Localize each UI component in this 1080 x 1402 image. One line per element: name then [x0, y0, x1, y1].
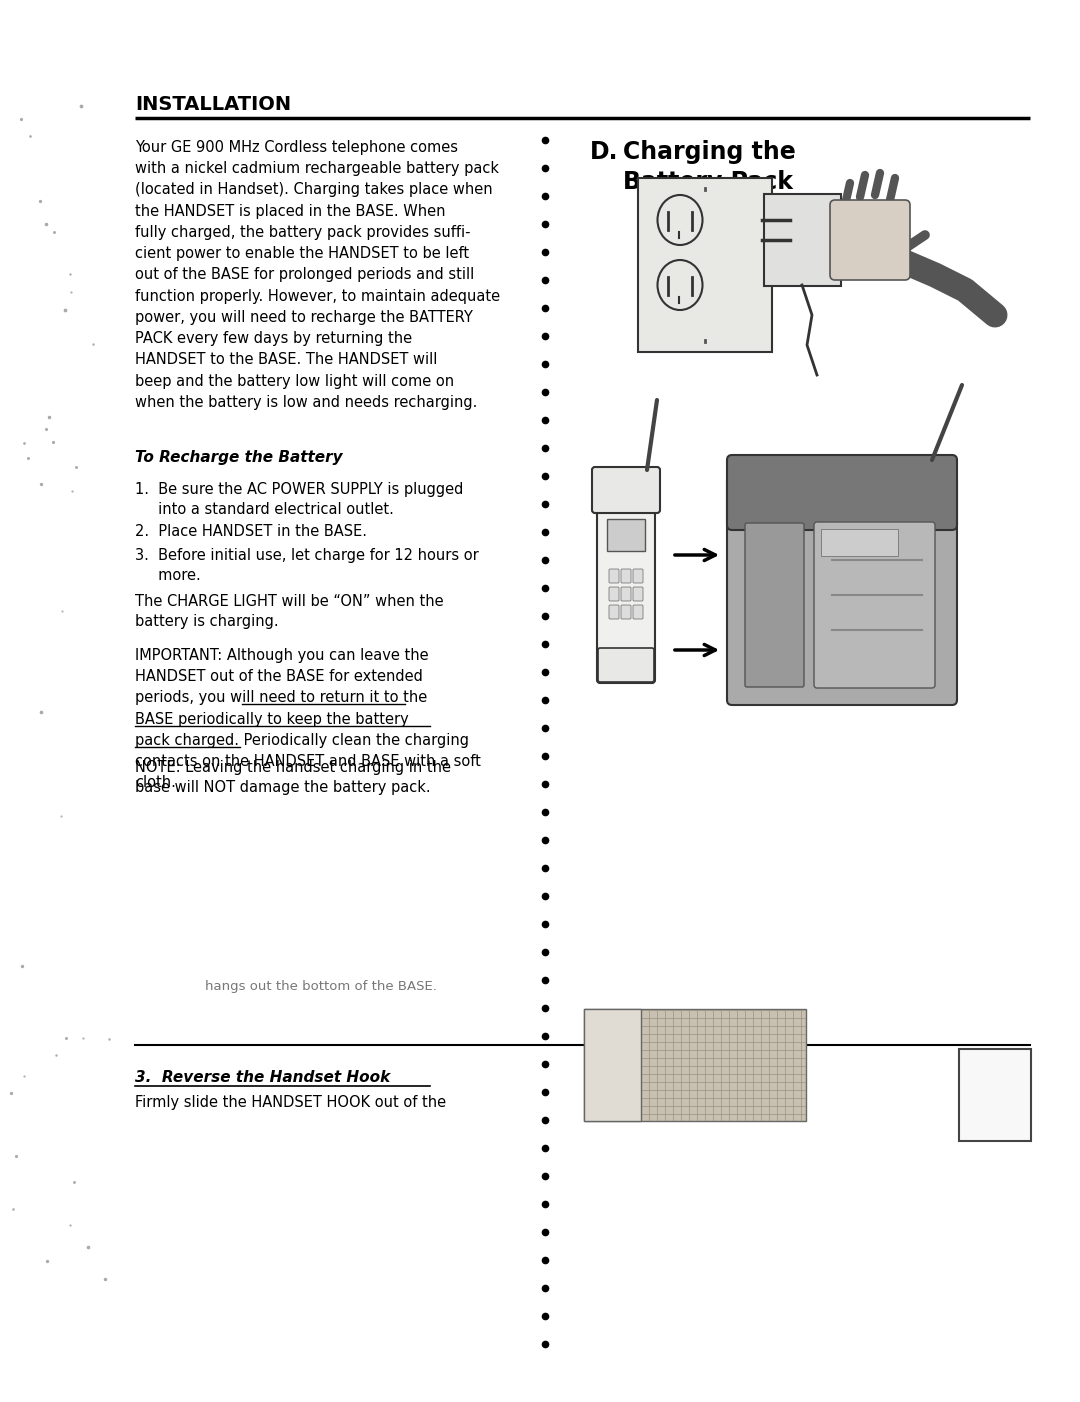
FancyBboxPatch shape	[592, 467, 660, 513]
FancyBboxPatch shape	[597, 496, 654, 683]
FancyBboxPatch shape	[598, 648, 654, 681]
FancyBboxPatch shape	[607, 519, 645, 551]
FancyBboxPatch shape	[609, 606, 619, 620]
FancyBboxPatch shape	[727, 475, 957, 705]
FancyBboxPatch shape	[609, 587, 619, 601]
FancyBboxPatch shape	[621, 606, 631, 620]
FancyBboxPatch shape	[727, 456, 957, 530]
FancyBboxPatch shape	[821, 529, 897, 557]
FancyBboxPatch shape	[814, 522, 935, 688]
Text: Charging the
Battery Pack: Charging the Battery Pack	[623, 140, 796, 193]
Ellipse shape	[658, 259, 702, 310]
Text: The CHARGE LIGHT will be “ON” when the
battery is charging.: The CHARGE LIGHT will be “ON” when the b…	[135, 594, 444, 629]
Text: Firmly slide the HANDSET HOOK out of the: Firmly slide the HANDSET HOOK out of the	[135, 1095, 446, 1110]
Text: D.: D.	[590, 140, 619, 164]
Text: 3.  Before initial use, let charge for 12 hours or
     more.: 3. Before initial use, let charge for 12…	[135, 548, 478, 583]
Text: 1.  Be sure the AC POWER SUPPLY is plugged
     into a standard electrical outle: 1. Be sure the AC POWER SUPPLY is plugge…	[135, 482, 463, 517]
Text: INSTALLATION: INSTALLATION	[135, 95, 292, 114]
FancyBboxPatch shape	[745, 523, 804, 687]
FancyBboxPatch shape	[609, 569, 619, 583]
Ellipse shape	[658, 195, 702, 245]
FancyBboxPatch shape	[633, 587, 643, 601]
FancyBboxPatch shape	[584, 1009, 806, 1122]
FancyBboxPatch shape	[633, 569, 643, 583]
Text: NOTE: Leaving the handset charging in the
base will NOT damage the battery pack.: NOTE: Leaving the handset charging in th…	[135, 760, 451, 795]
Text: hangs out the bottom of the BASE.: hangs out the bottom of the BASE.	[205, 980, 437, 993]
FancyBboxPatch shape	[621, 587, 631, 601]
Text: To Recharge the Battery: To Recharge the Battery	[135, 450, 342, 465]
FancyBboxPatch shape	[959, 1049, 1031, 1141]
Text: 2.  Place HANDSET in the BASE.: 2. Place HANDSET in the BASE.	[135, 524, 367, 538]
Text: IMPORTANT: Although you can leave the
HANDSET out of the BASE for extended
perio: IMPORTANT: Although you can leave the HA…	[135, 648, 481, 791]
FancyBboxPatch shape	[831, 200, 910, 280]
FancyBboxPatch shape	[638, 178, 772, 352]
FancyBboxPatch shape	[584, 1009, 642, 1122]
FancyBboxPatch shape	[633, 606, 643, 620]
FancyBboxPatch shape	[764, 193, 841, 286]
FancyBboxPatch shape	[621, 569, 631, 583]
Text: 3.  Reverse the Handset Hook: 3. Reverse the Handset Hook	[135, 1070, 390, 1085]
Text: Your GE 900 MHz Cordless telephone comes
with a nickel cadmium rechargeable batt: Your GE 900 MHz Cordless telephone comes…	[135, 140, 500, 409]
